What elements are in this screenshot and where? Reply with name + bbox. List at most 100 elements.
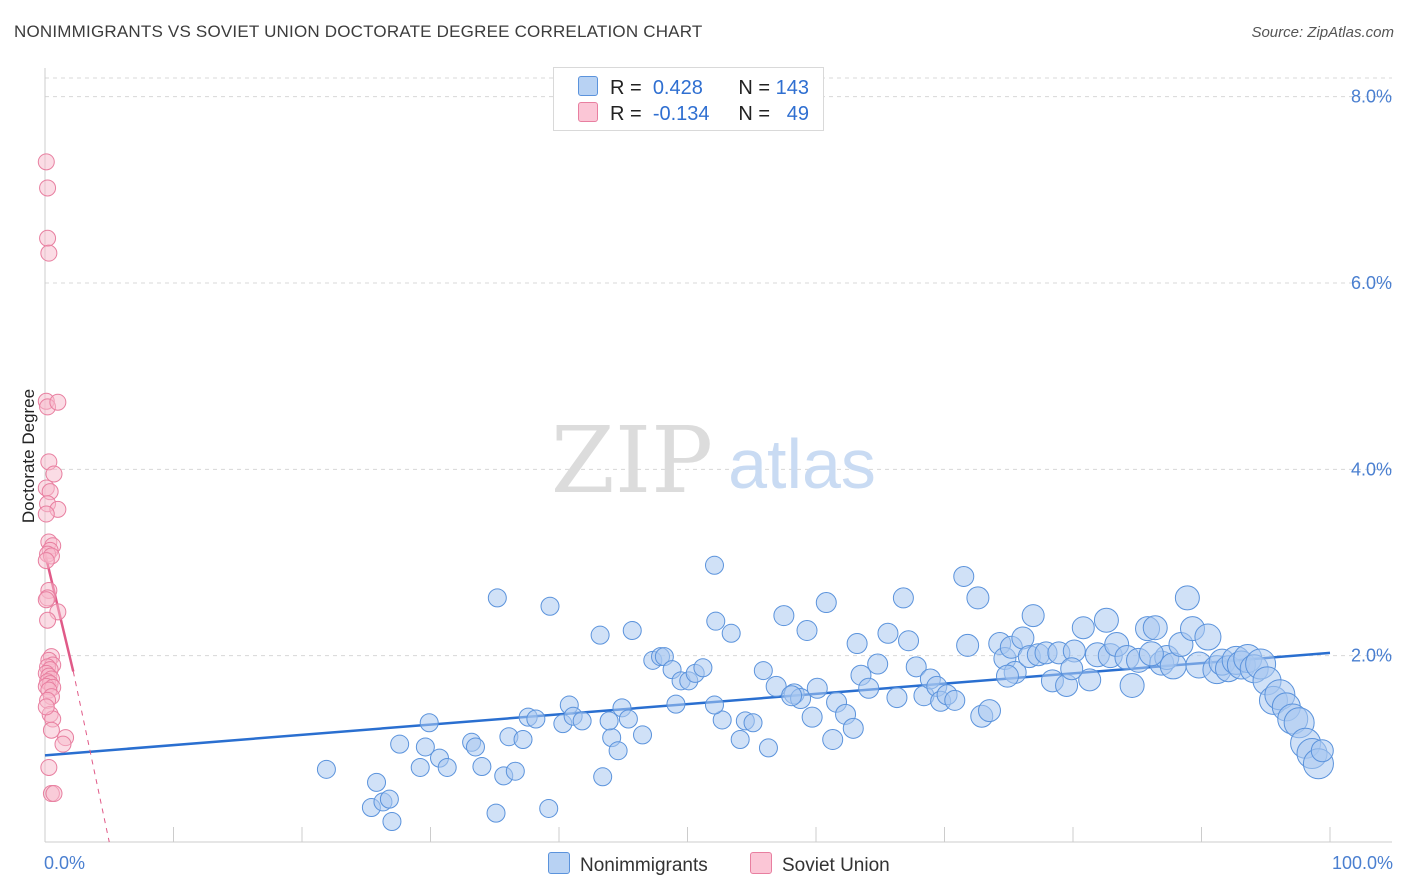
nonimmigrants-point <box>712 710 732 730</box>
legend-r-label: R = <box>610 77 642 99</box>
nonimmigrants-point <box>367 772 387 792</box>
legend-n-value: 143 <box>775 77 809 99</box>
nonimmigrants-point <box>1021 604 1045 628</box>
legend-item-soviet-union[interactable]: Soviet Union <box>750 852 890 877</box>
soviet-union-point <box>45 785 63 803</box>
nonimmigrants-point <box>1060 657 1084 681</box>
source-label: Source: ZipAtlas.com <box>1251 24 1394 41</box>
nonimmigrants-point <box>1078 668 1102 692</box>
watermark-atlas: atlas <box>728 425 876 503</box>
nonimmigrants-point <box>1142 615 1168 641</box>
nonimmigrants-point <box>666 694 686 714</box>
soviet-union-point <box>37 591 55 609</box>
nonimmigrants-point <box>526 709 546 729</box>
nonimmigrants-point <box>730 730 750 750</box>
nonimmigrants-point <box>618 709 638 729</box>
nonimmigrants-point <box>608 741 628 761</box>
nonimmigrants-point <box>539 798 559 818</box>
legend-label-nonimmigrants: Nonimmigrants <box>580 855 708 876</box>
soviet-union-point <box>39 611 57 629</box>
legend-row-nonimmigrants: R = 0.428 N = 143 <box>578 76 809 100</box>
nonimmigrants-point <box>765 675 787 697</box>
nonimmigrants-point <box>815 592 837 614</box>
soviet-union-point <box>40 758 58 776</box>
nonimmigrants-point <box>801 706 823 728</box>
trend-lines <box>43 552 1331 843</box>
nonimmigrants-point <box>590 625 610 645</box>
nonimmigrants-point <box>622 621 642 641</box>
soviet-union-point <box>40 244 58 262</box>
nonimmigrants-point <box>796 620 818 642</box>
nonimmigrants-point <box>633 725 653 745</box>
nonimmigrants-point <box>1194 623 1222 651</box>
blue-swatch <box>578 76 598 96</box>
soviet-union-swatch <box>750 852 772 874</box>
soviet-union-point <box>39 179 57 197</box>
nonimmigrants-point <box>390 734 410 754</box>
nonimmigrants-point <box>743 713 763 733</box>
legend-item-nonimmigrants[interactable]: Nonimmigrants <box>548 852 708 877</box>
nonimmigrants-point <box>693 658 713 678</box>
soviet-union-point <box>37 552 55 570</box>
nonimmigrants-point <box>572 711 592 731</box>
nonimmigrants-point <box>419 713 439 733</box>
nonimmigrants-point <box>1310 739 1334 763</box>
legend-n-value: 49 <box>786 103 809 125</box>
nonimmigrants-point <box>822 729 844 751</box>
nonimmigrants-point <box>1138 641 1164 667</box>
y-axis-label: Doctorate Degree <box>19 389 38 523</box>
y-tick-label: 6.0% <box>1351 273 1392 293</box>
legend-row-soviet-union: R = -0.134 N = 49 <box>578 102 809 126</box>
x-tick-label-max: 100.0% <box>1332 853 1393 873</box>
nonimmigrants-point <box>415 737 435 757</box>
nonimmigrants-point <box>806 677 828 699</box>
soviet-union-point <box>37 153 55 171</box>
nonimmigrants-point <box>905 656 927 678</box>
nonimmigrants-point <box>704 695 724 715</box>
nonimmigrants-point <box>704 555 724 575</box>
nonimmigrants-point <box>706 611 726 631</box>
nonimmigrants-point <box>953 565 975 587</box>
nonimmigrants-point <box>956 633 980 657</box>
watermark-zip: ZIP <box>551 407 713 514</box>
nonimmigrants-point <box>892 587 914 609</box>
nonimmigrants-point <box>721 623 741 643</box>
nonimmigrants-point <box>758 738 778 758</box>
nonimmigrants-point <box>472 757 492 777</box>
nonimmigrants-point <box>966 586 990 610</box>
soviet-union-point <box>49 393 67 411</box>
soviet-union-point <box>42 721 60 739</box>
nonimmigrants-point <box>382 812 402 832</box>
nonimmigrants-point <box>1093 607 1119 633</box>
nonimmigrants-point <box>1119 672 1145 698</box>
nonimmigrants-point <box>846 633 868 655</box>
x-tick-label-min: 0.0% <box>44 853 85 873</box>
soviet-union-point <box>37 698 55 716</box>
nonimmigrants-point <box>753 661 773 681</box>
legend-r-label: R = <box>610 103 642 125</box>
soviet-union-points <box>37 153 75 803</box>
nonimmigrants-point <box>505 761 525 781</box>
legend-r-value: 0.428 <box>652 77 703 99</box>
nonimmigrants-point <box>842 717 864 739</box>
tick-labels: 2.0% 4.0% 6.0% 8.0% 0.0% 100.0% <box>44 87 1393 873</box>
y-tick-label: 4.0% <box>1351 459 1392 479</box>
y-tick-label: 8.0% <box>1351 87 1392 107</box>
nonimmigrants-swatch <box>548 852 570 874</box>
nonimmigrants-points <box>316 555 1334 832</box>
legend-n-label: N = <box>738 77 771 99</box>
legend-label-soviet-union: Soviet Union <box>782 855 890 876</box>
nonimmigrants-point <box>858 677 880 699</box>
legend-n-label: N = <box>738 103 771 125</box>
watermark: ZIP atlas <box>551 407 876 514</box>
y-tick-label: 2.0% <box>1351 646 1392 666</box>
legend-r-value: -0.134 <box>652 103 710 125</box>
nonimmigrants-point <box>877 622 899 644</box>
nonimmigrants-point <box>995 664 1019 688</box>
nonimmigrants-point <box>486 803 506 823</box>
nonimmigrants-point <box>593 767 613 787</box>
nonimmigrants-point <box>886 687 908 709</box>
nonimmigrants-point <box>1071 616 1095 640</box>
nonimmigrants-point <box>487 588 507 608</box>
